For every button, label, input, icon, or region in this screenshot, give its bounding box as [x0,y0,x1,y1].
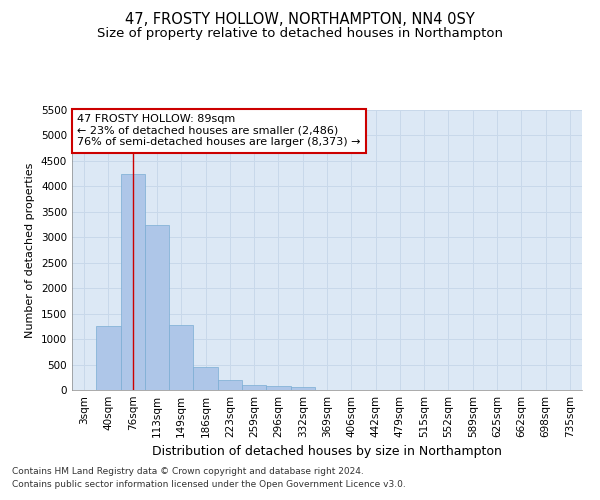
Bar [290,387,315,390]
Text: Contains HM Land Registry data © Crown copyright and database right 2024.: Contains HM Land Registry data © Crown c… [12,467,364,476]
Bar [218,380,242,390]
Text: 47, FROSTY HOLLOW, NORTHAMPTON, NN4 0SY: 47, FROSTY HOLLOW, NORTHAMPTON, NN4 0SY [125,12,475,28]
X-axis label: Distribution of detached houses by size in Northampton: Distribution of detached houses by size … [152,446,502,458]
Bar [169,325,193,390]
Y-axis label: Number of detached properties: Number of detached properties [25,162,35,338]
Bar [193,367,218,390]
Bar [266,386,290,390]
Bar [121,174,145,390]
Bar [242,385,266,390]
Bar [96,326,121,390]
Text: Size of property relative to detached houses in Northampton: Size of property relative to detached ho… [97,28,503,40]
Text: 47 FROSTY HOLLOW: 89sqm
← 23% of detached houses are smaller (2,486)
76% of semi: 47 FROSTY HOLLOW: 89sqm ← 23% of detache… [77,114,361,148]
Text: Contains public sector information licensed under the Open Government Licence v3: Contains public sector information licen… [12,480,406,489]
Bar [145,224,169,390]
